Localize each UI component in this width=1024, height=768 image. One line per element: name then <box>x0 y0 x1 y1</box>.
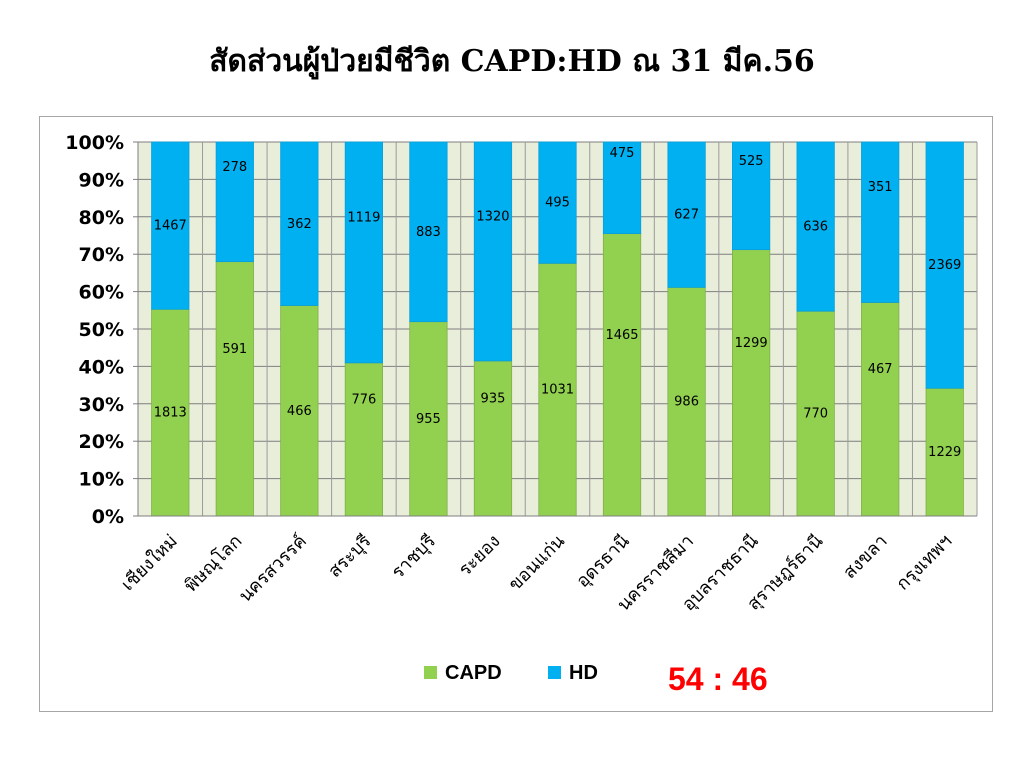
data-label-hd: 636 <box>803 220 828 235</box>
data-label-capd: 770 <box>803 407 828 422</box>
legend-label-capd: CAPD <box>445 662 502 684</box>
bar-capd <box>409 321 448 517</box>
y-tick-label: 20% <box>79 431 124 453</box>
bar-hd <box>667 141 706 288</box>
y-tick-label: 0% <box>92 506 124 528</box>
x-category-label: พิษณุโลก <box>180 530 246 596</box>
data-label-capd: 1229 <box>928 445 961 460</box>
y-tick-label: 60% <box>79 282 124 304</box>
y-tick-label: 90% <box>79 169 124 191</box>
bars <box>151 141 964 517</box>
bar-capd <box>602 233 642 517</box>
data-label-capd: 466 <box>287 404 312 419</box>
data-labels: 1813 1467 591 278 466 362 776 1119 955 883 935 1320… <box>154 146 962 460</box>
bar-capd <box>925 387 964 517</box>
data-label-hd: 883 <box>416 225 441 240</box>
x-category-label: เชียงใหม่ <box>117 530 182 595</box>
capd-hd-ratio-annotation: 54 : 46 <box>668 661 768 697</box>
bar-capd <box>151 308 190 517</box>
data-label-capd: 467 <box>868 362 893 377</box>
bar-hd <box>215 141 254 263</box>
data-label-capd: 935 <box>481 391 506 406</box>
bar-capd <box>344 362 384 517</box>
x-category-label: อุดรธานี <box>572 531 633 592</box>
data-label-capd: 955 <box>416 412 441 427</box>
bar-capd <box>667 286 706 517</box>
bar-hd <box>861 141 900 303</box>
legend-swatch-capd <box>424 666 437 679</box>
y-tick-label: 70% <box>79 244 124 266</box>
bar-hd <box>925 141 964 389</box>
bar-capd <box>861 302 900 517</box>
bar-hd <box>280 141 319 306</box>
data-label-hd: 278 <box>222 160 247 175</box>
data-label-hd: 495 <box>545 196 570 211</box>
legend: CAPD HD 54 : 46 <box>424 661 768 697</box>
data-label-hd: 362 <box>287 217 312 232</box>
bar-capd <box>280 305 319 517</box>
bar-capd <box>215 261 254 517</box>
data-label-hd: 627 <box>674 208 699 223</box>
bar-hd <box>473 141 513 362</box>
data-label-capd: 1299 <box>735 336 768 351</box>
bar-hd <box>409 141 448 323</box>
slide-title: สัดส่วนผู้ป่วยมีชีวิต CAPD:HD ณ 31 มีค.5… <box>209 44 815 79</box>
chart-frame: 0% 10% 20% 30% 40% 50% 60% 70% 80% 90% 100% เชียงให… <box>39 116 993 712</box>
data-label-hd: 1119 <box>347 210 380 225</box>
legend-swatch-hd <box>548 666 561 679</box>
bar-hd <box>344 141 384 364</box>
legend-label-hd: HD <box>569 662 598 684</box>
bar-capd <box>473 360 513 517</box>
x-category-label: กรุงเทพฯ <box>892 531 956 595</box>
stacked-bar-chart: 0% 10% 20% 30% 40% 50% 60% 70% 80% 90% 100% เชียงให… <box>65 132 978 697</box>
data-label-capd: 776 <box>351 392 376 407</box>
data-label-hd: 525 <box>739 154 764 169</box>
y-tick-label: 30% <box>79 394 124 416</box>
data-label-capd: 591 <box>222 342 247 357</box>
x-category-label: ขอนแก่น <box>505 531 570 596</box>
x-category-label: นครสวรรค์ <box>235 531 311 607</box>
data-label-capd: 1031 <box>541 383 574 398</box>
bar-hd <box>796 141 835 312</box>
data-label-hd: 2369 <box>928 258 961 273</box>
y-tick-label: 50% <box>79 319 124 341</box>
bar-hd <box>731 141 771 251</box>
data-label-hd: 1467 <box>154 219 187 234</box>
bar-hd <box>151 141 190 310</box>
data-label-capd: 1465 <box>605 328 638 343</box>
x-category-label: ราชบุรี <box>388 530 441 583</box>
y-tick-label: 80% <box>79 207 124 229</box>
data-label-hd: 475 <box>610 146 635 161</box>
data-label-capd: 986 <box>674 395 699 410</box>
data-label-hd: 1320 <box>476 209 509 224</box>
x-category-label: สระบุรี <box>324 530 375 581</box>
y-tick-label: 40% <box>79 356 124 378</box>
data-label-capd: 1813 <box>154 406 187 421</box>
y-tick-label: 100% <box>65 132 124 154</box>
y-tick-label: 10% <box>79 469 124 491</box>
data-label-hd: 351 <box>868 180 893 195</box>
bar-hd <box>602 141 642 234</box>
bar-hd <box>538 141 577 264</box>
bar-capd <box>796 310 835 517</box>
bar-capd <box>538 262 577 517</box>
x-category-label: สงขลา <box>839 531 891 583</box>
bar-capd <box>731 249 771 517</box>
x-category-label: ระยอง <box>455 531 505 581</box>
